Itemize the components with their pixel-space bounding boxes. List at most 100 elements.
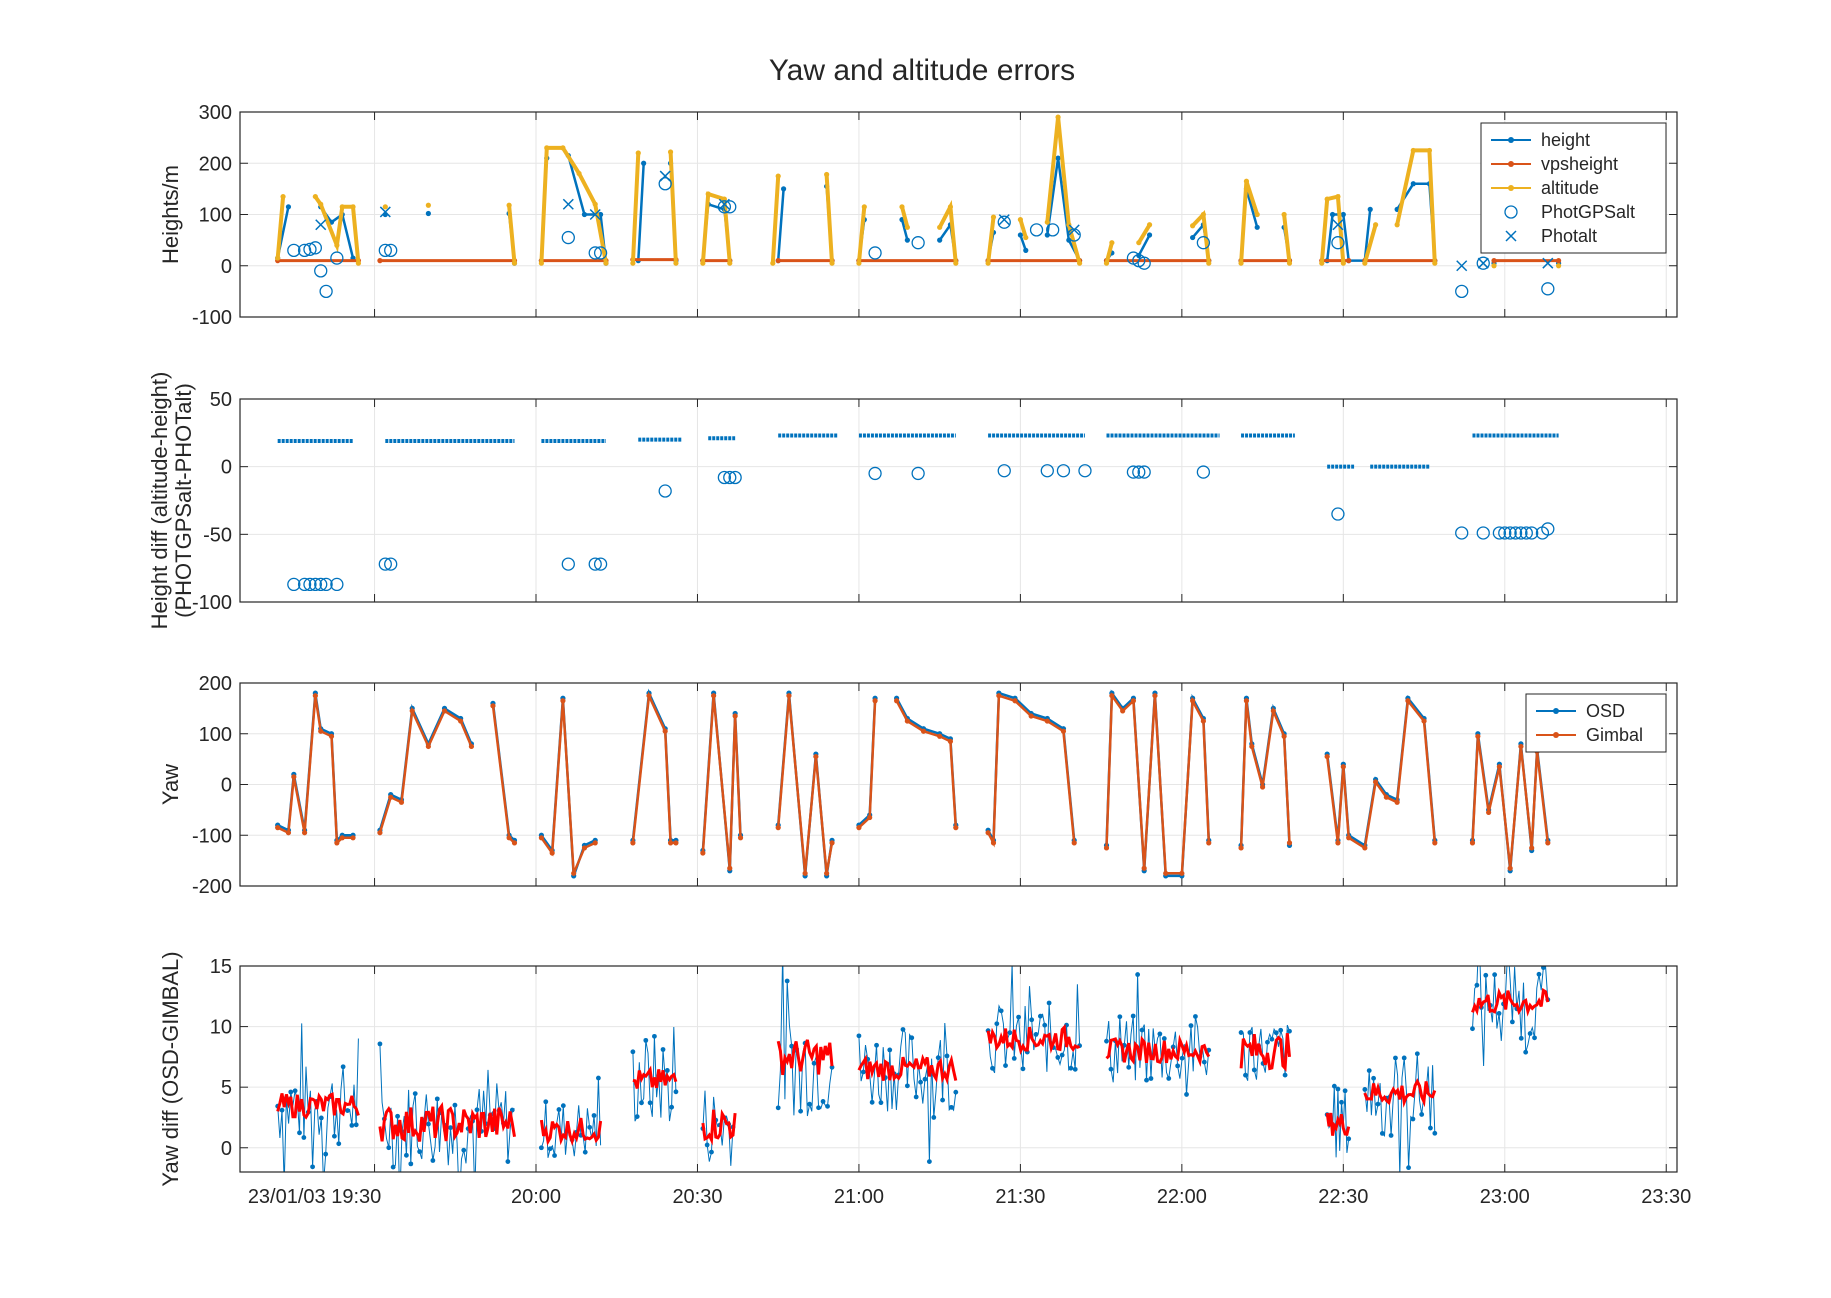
y-tick-label: 0 <box>221 256 232 278</box>
data-point <box>824 183 830 189</box>
panel-3: 200 100 0 -100 -200 Yaw OSD Gimbal <box>158 673 1678 898</box>
data-marker-circle <box>588 557 602 571</box>
data-marker-circle <box>1056 464 1071 478</box>
data-point <box>667 149 674 155</box>
data-point <box>990 229 997 236</box>
data-point <box>705 191 711 197</box>
data-point <box>662 728 668 734</box>
data-point <box>673 1089 679 1095</box>
axes-background <box>240 966 1677 1172</box>
series-line <box>702 1090 736 1166</box>
data-point <box>377 1041 383 1047</box>
data-point <box>947 204 954 210</box>
series-line <box>1325 1112 1351 1136</box>
data-point <box>1319 260 1325 266</box>
data-point <box>388 794 394 800</box>
data-point <box>1496 764 1502 770</box>
legend-marker <box>1504 205 1518 219</box>
data-point <box>1340 211 1346 218</box>
data-area <box>275 115 1561 299</box>
data-point <box>576 170 582 177</box>
data-marker-circle <box>303 242 317 257</box>
y-tick-label: 0 <box>221 1138 232 1160</box>
legend-label: height <box>1541 130 1590 150</box>
data-point <box>458 718 464 724</box>
data-point <box>1470 1026 1475 1032</box>
data-point <box>280 193 286 200</box>
data-point <box>1469 840 1476 846</box>
data-point <box>425 202 431 208</box>
data-point <box>996 693 1002 699</box>
series-line <box>378 1101 516 1143</box>
data-point <box>904 718 910 724</box>
data-point <box>641 160 647 166</box>
data-marker-circle <box>1492 526 1507 540</box>
data-point <box>1507 865 1513 871</box>
data-point <box>899 217 905 223</box>
data-point <box>1281 211 1287 218</box>
data-marker-circle <box>911 236 925 250</box>
legend-label: vpsheight <box>1541 154 1618 174</box>
data-point <box>856 260 862 266</box>
data-point <box>506 210 512 217</box>
data-point <box>861 217 867 223</box>
data-marker-x <box>998 214 1010 226</box>
data-point <box>1362 260 1368 266</box>
x-tick-label: 23:30 <box>1641 1186 1691 1208</box>
data-point <box>829 260 835 266</box>
data-point <box>301 830 308 836</box>
data-point <box>409 708 415 714</box>
data-marker-x <box>659 170 671 182</box>
data-marker-x <box>1456 260 1468 272</box>
data-point <box>1324 753 1330 760</box>
data-point <box>1141 865 1147 871</box>
panel-4: 15 10 5 0 Yaw diff (OSD-GIMBAL) <box>158 951 1678 1205</box>
data-point <box>1190 698 1196 704</box>
data-point <box>1259 784 1266 790</box>
panel-1: 300 200 100 0 -100 Heights/m height vpsheight al… <box>158 102 1678 329</box>
data-point <box>285 830 292 836</box>
x-tick-label: 22:30 <box>1318 1186 1368 1208</box>
legend-label: Photalt <box>1541 226 1597 246</box>
data-point <box>538 835 544 841</box>
data-point <box>1012 698 1018 704</box>
data-marker-circle <box>1331 236 1345 250</box>
y-axis-label: Height diff (altitude-height)(PHOTGPSalt… <box>147 372 196 630</box>
data-point <box>1287 1028 1292 1034</box>
data-point <box>1254 224 1260 230</box>
data-point <box>937 733 943 739</box>
y-axis-label: Heights/m <box>158 165 183 264</box>
data-point <box>571 870 577 876</box>
data-point <box>937 224 943 230</box>
data-marker-circle <box>1455 526 1469 540</box>
data-point <box>275 825 281 831</box>
data-marker-circle <box>384 243 398 258</box>
data-marker-circle <box>1476 256 1490 270</box>
data-point <box>377 830 383 836</box>
data-point <box>1281 224 1287 230</box>
data-point <box>813 753 819 760</box>
data-marker-circle <box>319 284 333 299</box>
data-point <box>1329 211 1336 218</box>
legend-marker <box>1508 137 1514 143</box>
data-point <box>425 743 431 750</box>
data-marker-circle <box>1040 464 1054 478</box>
data-point <box>1017 232 1023 238</box>
data-point <box>318 201 324 207</box>
data-point <box>1281 733 1287 739</box>
data-point <box>1406 1165 1411 1171</box>
data-marker-circle <box>997 464 1011 478</box>
data-point <box>1184 1092 1189 1097</box>
data-point <box>646 693 652 699</box>
data-point <box>1340 260 1346 266</box>
legend-label: altitude <box>1541 178 1599 198</box>
data-point <box>404 1152 409 1158</box>
data-point <box>457 1200 462 1205</box>
legend-marker <box>1508 185 1514 191</box>
data-point <box>1335 193 1341 200</box>
data-point <box>1109 250 1115 256</box>
series-line <box>986 1023 1081 1056</box>
data-point <box>775 1105 781 1111</box>
data-point <box>1491 258 1497 264</box>
